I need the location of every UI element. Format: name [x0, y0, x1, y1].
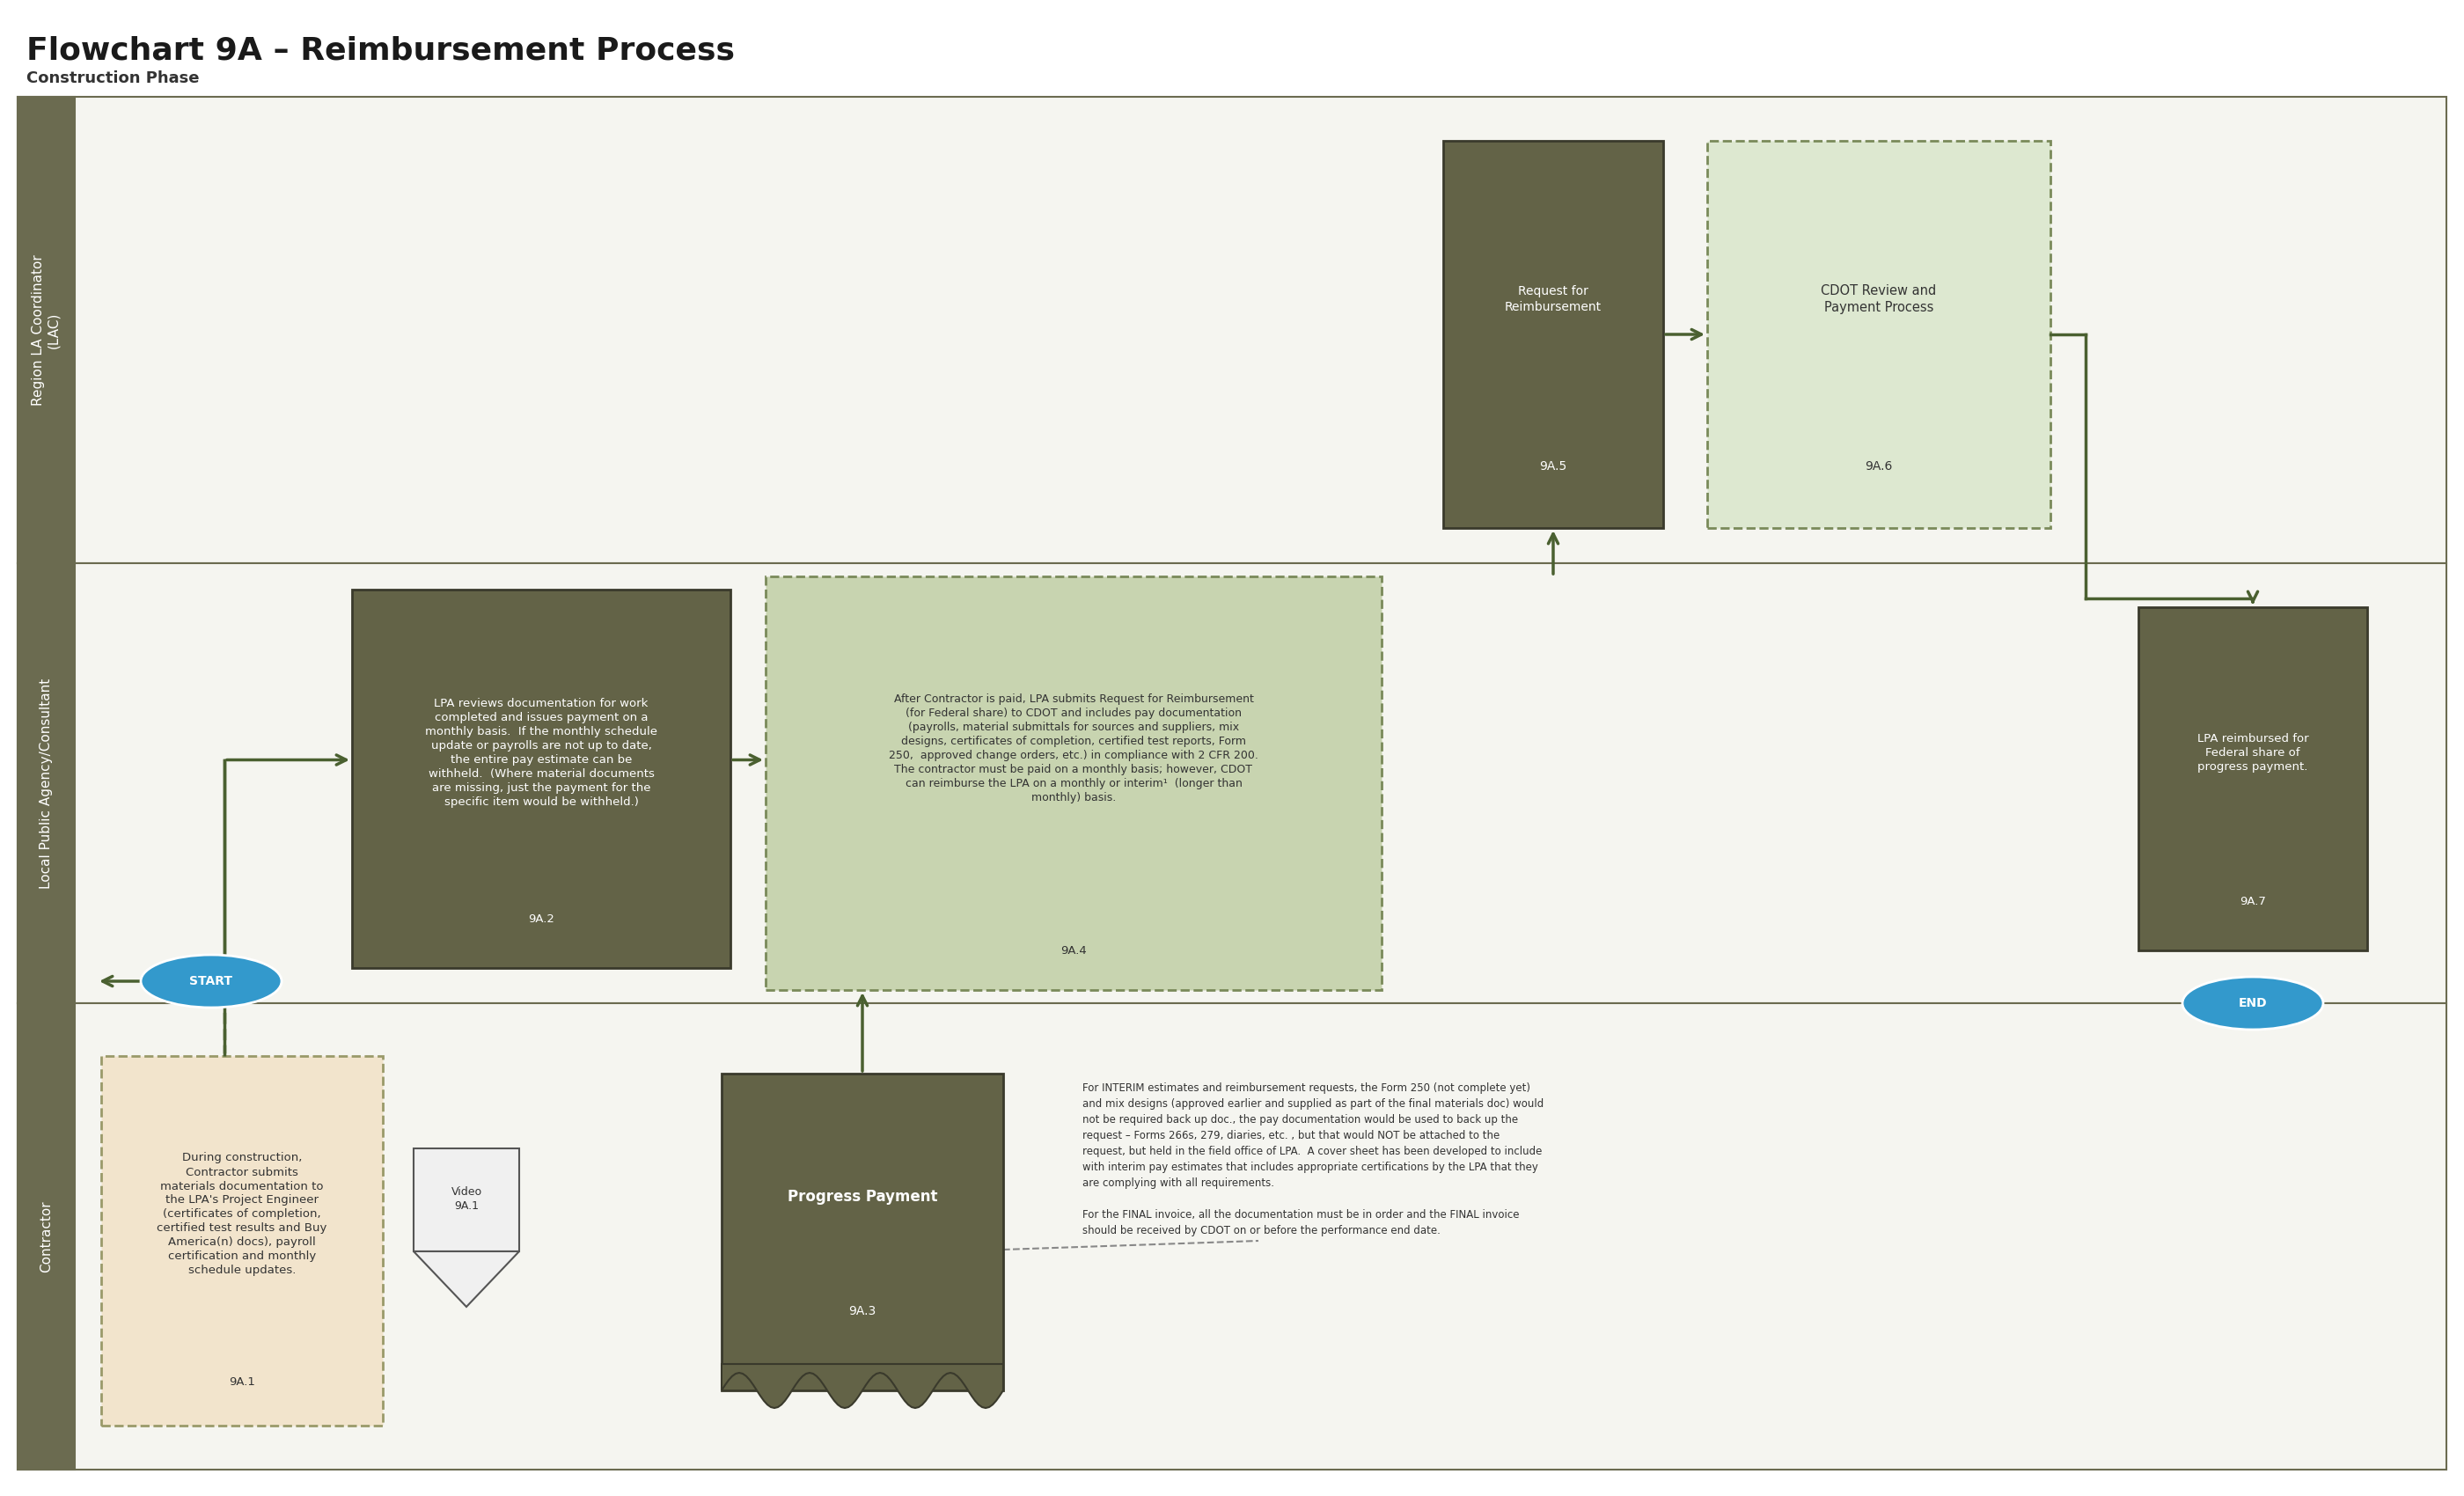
Bar	[17, 97, 2447, 562]
Polygon shape	[414, 1251, 520, 1308]
Text: Video
9A.1: Video 9A.1	[451, 1186, 483, 1212]
Text: 9A.3: 9A.3	[848, 1305, 877, 1318]
Text: Progress Payment: Progress Payment	[788, 1189, 936, 1204]
Text: 9A.5: 9A.5	[1540, 461, 1567, 473]
Bar	[17, 1004, 74, 1469]
Ellipse shape	[140, 954, 281, 1008]
Bar	[1708, 141, 2050, 528]
Text: 9A.6: 9A.6	[1865, 461, 1892, 473]
Text: Region LA Coordinator
(LAC): Region LA Coordinator (LAC)	[32, 254, 62, 405]
Bar	[2139, 607, 2368, 950]
Bar	[766, 576, 1382, 990]
Text: LPA reviews documentation for work
completed and issues payment on a
monthly bas: LPA reviews documentation for work compl…	[424, 697, 658, 808]
Text: Request for
Reimbursement: Request for Reimbursement	[1506, 286, 1602, 313]
Text: Local Public Agency/Consultant: Local Public Agency/Consultant	[39, 678, 52, 889]
Text: START: START	[190, 975, 232, 987]
Text: During construction,
Contractor submits
materials documentation to
the LPA's Pro: During construction, Contractor submits …	[158, 1152, 328, 1276]
Ellipse shape	[2183, 977, 2324, 1029]
Text: Construction Phase: Construction Phase	[27, 70, 200, 87]
Text: For INTERIM estimates and reimbursement requests, the Form 250 (not complete yet: For INTERIM estimates and reimbursement …	[1082, 1083, 1545, 1236]
Bar	[1444, 141, 1663, 528]
Text: 9A.7: 9A.7	[2240, 896, 2267, 908]
Text: 9A.2: 9A.2	[527, 914, 554, 926]
Bar	[17, 1004, 2447, 1469]
Text: END: END	[2237, 996, 2267, 1010]
Text: Flowchart 9A – Reimbursement Process: Flowchart 9A – Reimbursement Process	[27, 36, 734, 66]
Bar	[722, 1074, 1003, 1390]
Text: After Contractor is paid, LPA submits Request for Reimbursement
(for Federal sha: After Contractor is paid, LPA submits Re…	[890, 693, 1259, 803]
Bar	[17, 562, 74, 1004]
Text: 9A.4: 9A.4	[1060, 944, 1087, 956]
Polygon shape	[414, 1149, 520, 1251]
Bar	[17, 562, 2447, 1004]
Bar	[101, 1056, 382, 1426]
Text: CDOT Review and
Payment Process: CDOT Review and Payment Process	[1821, 284, 1937, 314]
Text: 9A.1: 9A.1	[229, 1376, 256, 1387]
Bar	[17, 97, 74, 562]
Text: LPA reimbursed for
Federal share of
progress payment.: LPA reimbursed for Federal share of prog…	[2198, 733, 2309, 772]
Text: Contractor: Contractor	[39, 1200, 52, 1272]
Polygon shape	[722, 1364, 1003, 1408]
Bar	[352, 589, 729, 968]
